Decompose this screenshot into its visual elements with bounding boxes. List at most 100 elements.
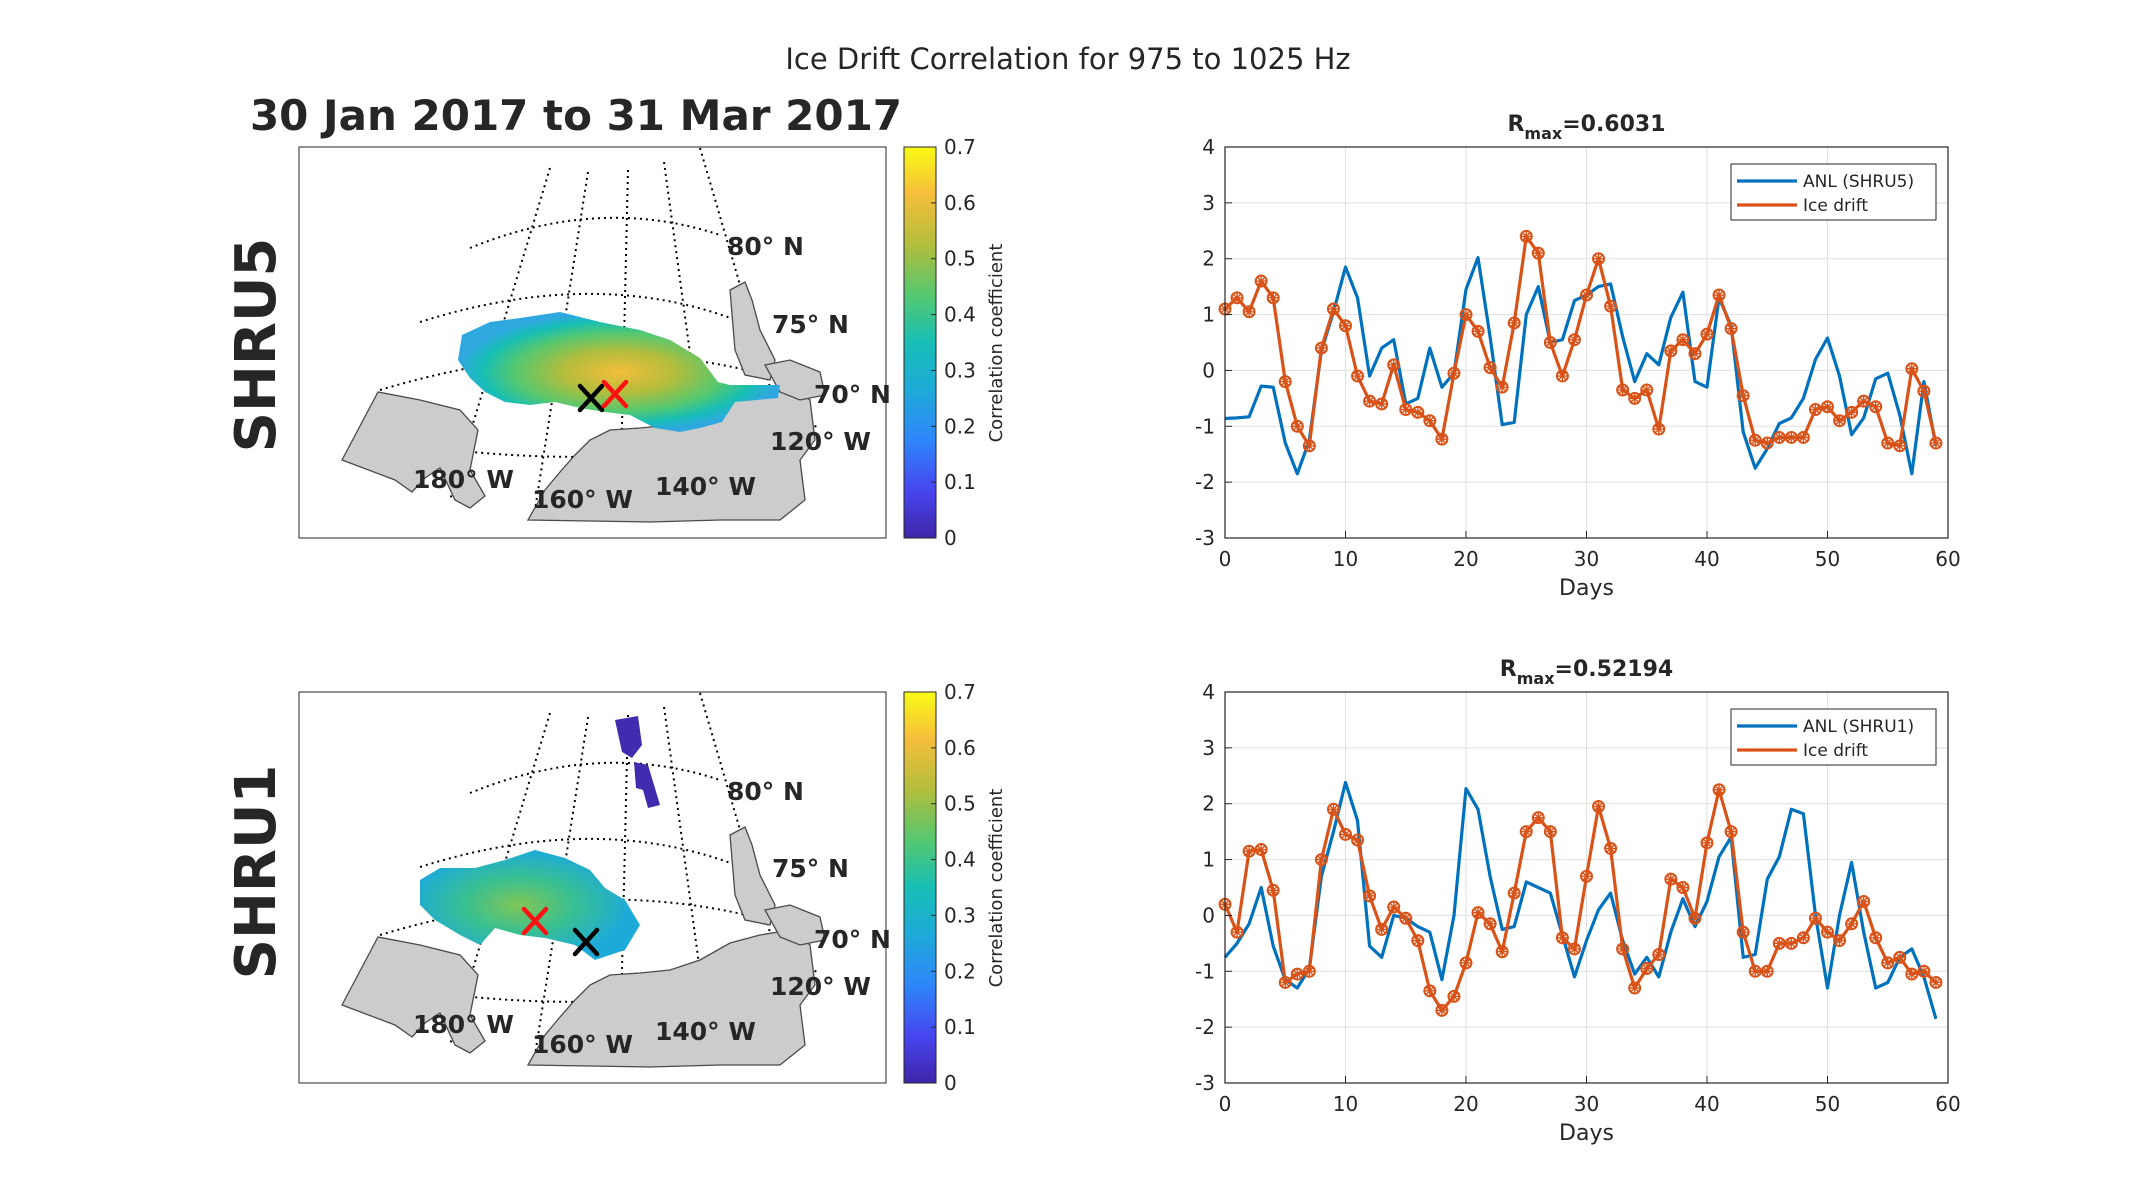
y-tick-label: 4 (1202, 680, 1215, 704)
colorbar-gradient (903, 691, 937, 1084)
lat-label-75: 75° N (772, 854, 849, 883)
data-point (1351, 369, 1365, 383)
legend-entry: Ice drift (1803, 196, 1868, 216)
data-point (1567, 942, 1581, 956)
data-point (1531, 811, 1545, 825)
chart-title: Rmax=0.6031 (1507, 112, 1665, 143)
x-tick-label: 50 (1815, 1092, 1840, 1116)
data-point (1471, 906, 1485, 920)
data-point (1387, 358, 1401, 372)
data-point (1555, 931, 1569, 945)
data-point (1736, 389, 1750, 403)
lon-label-180: 180° W (413, 465, 514, 494)
data-point (1664, 344, 1678, 358)
data-point (1917, 384, 1931, 398)
correlation-region (458, 312, 780, 432)
data-point (1495, 380, 1509, 394)
lon-label-140: 140° W (655, 472, 756, 501)
colorbar-gradient (903, 146, 937, 539)
data-point (1423, 984, 1437, 998)
data-point (1760, 436, 1774, 450)
data-point (1290, 967, 1304, 981)
data-point (1784, 430, 1798, 444)
land-canada-island (729, 281, 776, 381)
colorbar-tick-label: 0.1 (944, 470, 976, 494)
row-label-shru5: SHRU5 (224, 238, 289, 453)
lat-label-80: 80° N (727, 777, 804, 806)
data-point (1845, 405, 1859, 419)
legend-entry: Ice drift (1803, 741, 1868, 761)
data-point (1676, 881, 1690, 894)
data-point (1881, 956, 1895, 970)
data-point (1712, 783, 1726, 797)
data-point (1808, 403, 1822, 417)
legend-entry: ANL (SHRU1) (1803, 717, 1914, 737)
data-point (1423, 414, 1437, 428)
land-chukotka (341, 391, 486, 509)
line-chart-shru5: 0 10 20 30 40 50 60 -3 -2 -1 0 1 2 3 4 Days Rmax=0.6031 A… (1195, 112, 1961, 601)
lon-label-120: 120° W (770, 427, 871, 456)
data-point (1411, 405, 1425, 419)
colorbar-tick-label: 0 (944, 1071, 957, 1095)
x-tick-label: 30 (1574, 547, 1599, 571)
colorbar-tick-label: 0.5 (944, 247, 976, 271)
date-range-title: 30 Jan 2017 to 31 Mar 2017 (250, 91, 902, 140)
data-point (1519, 229, 1533, 243)
series-line-0 (1224, 256, 1938, 476)
x-tick-label: 0 (1219, 1092, 1232, 1116)
data-point (1821, 400, 1834, 414)
colorbar-label: Correlation coefficient (986, 244, 1007, 443)
x-tick-label: 60 (1935, 547, 1960, 571)
data-point (1543, 336, 1557, 349)
lat-label-75: 75° N (772, 310, 849, 339)
data-point (1339, 319, 1352, 333)
data-point (1929, 975, 1943, 989)
data-point (1363, 394, 1377, 408)
x-tick-label: 40 (1694, 1092, 1719, 1116)
y-tick-label: 3 (1202, 191, 1215, 215)
data-point (1375, 922, 1389, 936)
y-tick-label: 2 (1202, 247, 1215, 271)
data-point (1435, 1003, 1449, 1017)
colorbar-tick-label: 0.2 (944, 414, 976, 438)
y-tick-label: 3 (1202, 736, 1215, 760)
colorbar-tick-label: 0 (944, 526, 957, 550)
data-point (1640, 961, 1654, 975)
data-point (1290, 419, 1304, 433)
x-tick-label: 20 (1453, 1092, 1478, 1116)
lon-label-160: 160° W (532, 485, 633, 514)
data-point (1700, 836, 1714, 850)
colorbar-tick-label: 0.3 (944, 903, 976, 927)
lon-label-180: 180° W (413, 1010, 514, 1039)
data-point (1604, 841, 1618, 855)
data-point (1772, 430, 1786, 444)
y-tick-label: 1 (1202, 848, 1215, 872)
data-point (1724, 322, 1738, 336)
data-point (1712, 288, 1726, 302)
data-point (1278, 975, 1292, 989)
data-point (1495, 945, 1509, 959)
colorbar-tick-label: 0.7 (944, 135, 976, 159)
data-point (1230, 291, 1244, 305)
lon-label-120: 120° W (770, 972, 871, 1001)
data-point (1604, 299, 1618, 313)
data-point (1471, 324, 1485, 338)
data-point (1278, 375, 1292, 389)
series-line-0 (1223, 780, 1938, 1020)
data-point (1242, 844, 1256, 858)
marker-red-x (521, 906, 549, 936)
data-point (1652, 422, 1666, 436)
x-axis-label: Days (1559, 1121, 1614, 1146)
data-point (1929, 436, 1943, 450)
lat-line-70 (379, 353, 821, 393)
lat-label-70: 70° N (814, 925, 891, 954)
lat-label-70: 70° N (814, 380, 891, 409)
data-point (1387, 900, 1401, 914)
land-arctic-island (763, 904, 826, 946)
data-point (1700, 327, 1714, 341)
data-point (1628, 981, 1642, 995)
data-point (1459, 956, 1473, 970)
x-tick-label: 30 (1574, 1092, 1599, 1116)
data-point (1772, 936, 1786, 950)
